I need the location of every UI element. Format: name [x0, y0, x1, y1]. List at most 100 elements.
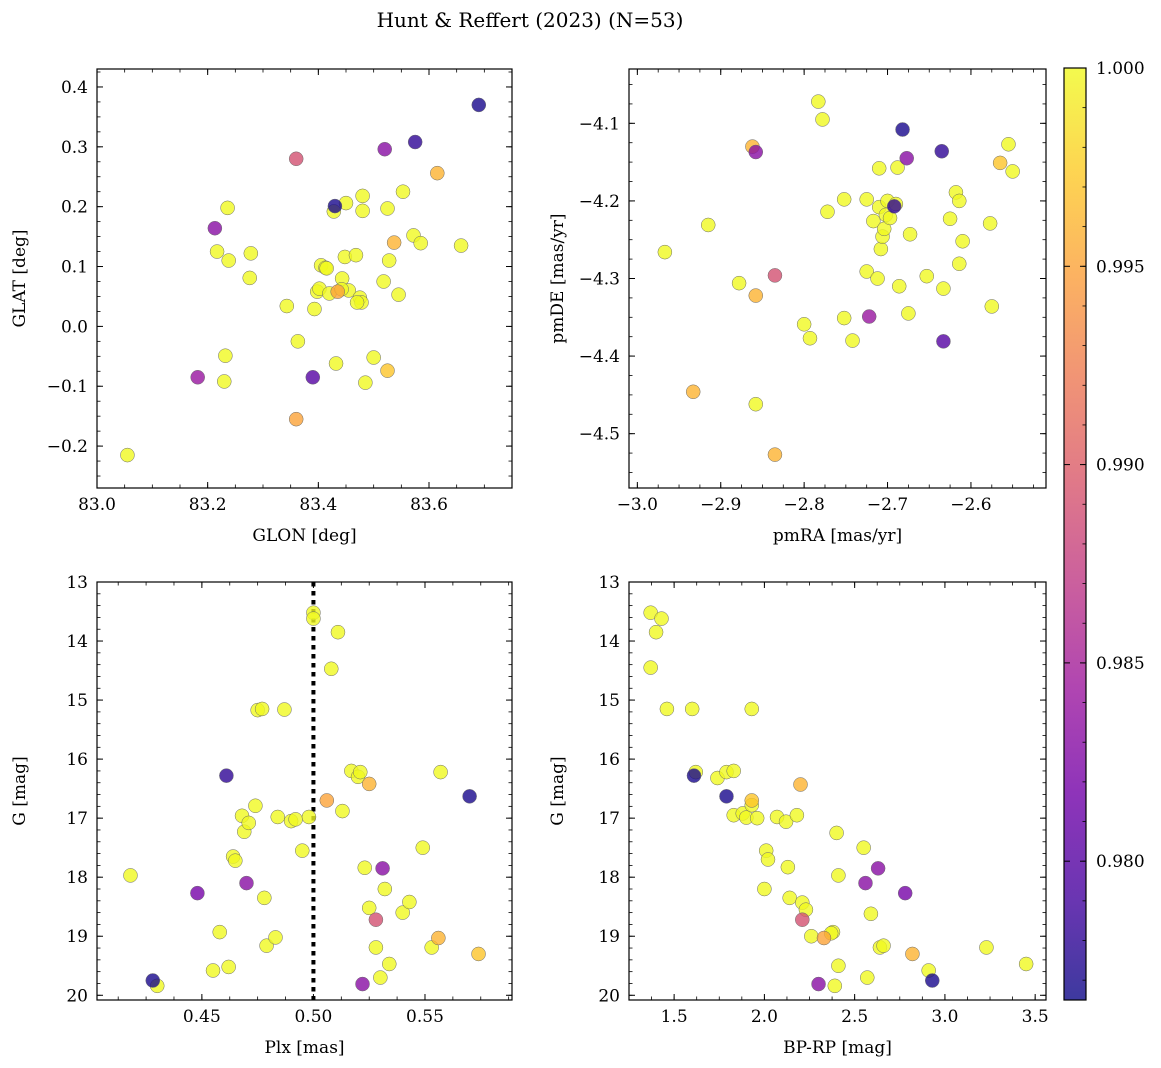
data-point — [355, 188, 370, 204]
data-point — [228, 853, 243, 868]
data-point — [395, 905, 410, 920]
colorbar-frame — [1063, 67, 1087, 1001]
x-axis-label: Plx [mas] — [264, 1038, 344, 1058]
x-tick-label: 83.2 — [189, 495, 227, 515]
data-point — [836, 310, 852, 326]
data-point — [744, 793, 760, 808]
data-point — [748, 396, 764, 412]
x-tick-label: 1.5 — [661, 1007, 688, 1027]
data-point — [305, 370, 321, 385]
data-point — [395, 184, 411, 199]
data-point — [327, 198, 343, 214]
data-point — [859, 192, 874, 207]
data-point — [858, 875, 873, 891]
colorbar-tick-label: 0.980 — [1096, 852, 1145, 872]
y-tick-label: 14 — [598, 632, 620, 652]
x-tick-label: 0.55 — [406, 1007, 444, 1027]
y-axis-label: G [mag] — [548, 756, 568, 825]
data-point — [860, 970, 875, 985]
data-point — [241, 815, 256, 831]
data-point — [471, 97, 487, 113]
y-tick-label: 19 — [66, 927, 88, 947]
data-point — [431, 930, 446, 946]
y-tick-label: 18 — [598, 868, 620, 888]
y-axis-label: GLAT [deg] — [10, 229, 30, 327]
data-point — [795, 912, 810, 927]
x-axis-label: GLON [deg] — [252, 526, 356, 546]
data-point — [288, 812, 303, 827]
data-point — [748, 144, 764, 160]
data-point — [685, 384, 701, 400]
data-point — [288, 411, 304, 427]
data-point — [749, 810, 765, 826]
data-point — [895, 122, 910, 137]
data-point — [925, 973, 940, 988]
data-point — [831, 958, 846, 974]
data-point — [748, 288, 764, 303]
data-point — [816, 930, 832, 946]
data-point — [335, 803, 350, 819]
x-tick-label: −2.9 — [700, 495, 741, 515]
data-point — [324, 661, 339, 677]
data-point — [897, 885, 913, 901]
data-point — [831, 868, 846, 883]
colorbar-tick-label: 0.990 — [1096, 456, 1145, 476]
data-point — [979, 940, 994, 955]
data-point — [355, 976, 370, 992]
x-tick-label: 2.5 — [841, 1007, 868, 1027]
data-point — [643, 660, 658, 675]
x-tick-label: 83.0 — [78, 495, 116, 515]
data-point — [290, 334, 306, 349]
y-tick-label: 0.4 — [61, 78, 88, 98]
data-point — [936, 281, 951, 296]
data-point — [827, 978, 843, 994]
data-point — [366, 350, 381, 365]
axes-frame — [96, 68, 513, 489]
x-tick-label: 2.0 — [751, 1007, 778, 1027]
data-point — [902, 227, 918, 242]
data-point — [811, 976, 826, 992]
y-tick-label: 0.0 — [61, 317, 88, 337]
data-point — [361, 900, 377, 916]
data-point — [782, 890, 797, 906]
data-point — [890, 160, 905, 175]
data-point — [377, 881, 393, 897]
data-point — [1005, 164, 1020, 179]
panel-pmra-pmde: −3.0 −2.9 −2.8 −2.7 −2.6 −4.5 −4.4 −4.3 −4.2 −4.1… — [548, 68, 1047, 546]
colorbar-gradient — [1064, 68, 1086, 1000]
y-tick-label: −4.3 — [579, 270, 620, 290]
data-point — [866, 213, 881, 229]
data-point — [870, 861, 886, 876]
data-point — [368, 912, 384, 927]
data-point — [209, 244, 225, 259]
data-point — [767, 268, 783, 283]
data-point — [719, 789, 734, 804]
data-point — [205, 963, 221, 978]
y-tick-label: −4.5 — [579, 425, 620, 445]
y-tick-label: 0.2 — [61, 198, 88, 218]
data-point — [386, 235, 402, 250]
data-point — [375, 861, 390, 876]
data-point — [306, 611, 321, 626]
data-point — [919, 268, 934, 284]
y-tick-label: 19 — [598, 927, 620, 947]
y-tick-label: 17 — [598, 809, 620, 829]
data-point — [659, 701, 675, 717]
data-point — [686, 768, 702, 783]
data-point — [886, 199, 902, 214]
data-point — [218, 348, 233, 363]
x-tick-label: 83.6 — [410, 495, 448, 515]
data-point — [391, 287, 406, 302]
y-tick-label: 20 — [598, 986, 620, 1006]
data-point — [190, 370, 205, 385]
data-point — [871, 161, 887, 176]
data-point — [861, 309, 877, 324]
data-point — [820, 204, 835, 220]
x-tick-label: −2.6 — [950, 495, 991, 515]
data-point — [123, 868, 138, 883]
data-point — [453, 238, 469, 253]
y-axis-label: pmDE [mas/yr] — [548, 213, 568, 343]
data-point — [654, 611, 669, 626]
data-point — [277, 702, 292, 717]
y-tick-label: 0.1 — [61, 258, 88, 278]
